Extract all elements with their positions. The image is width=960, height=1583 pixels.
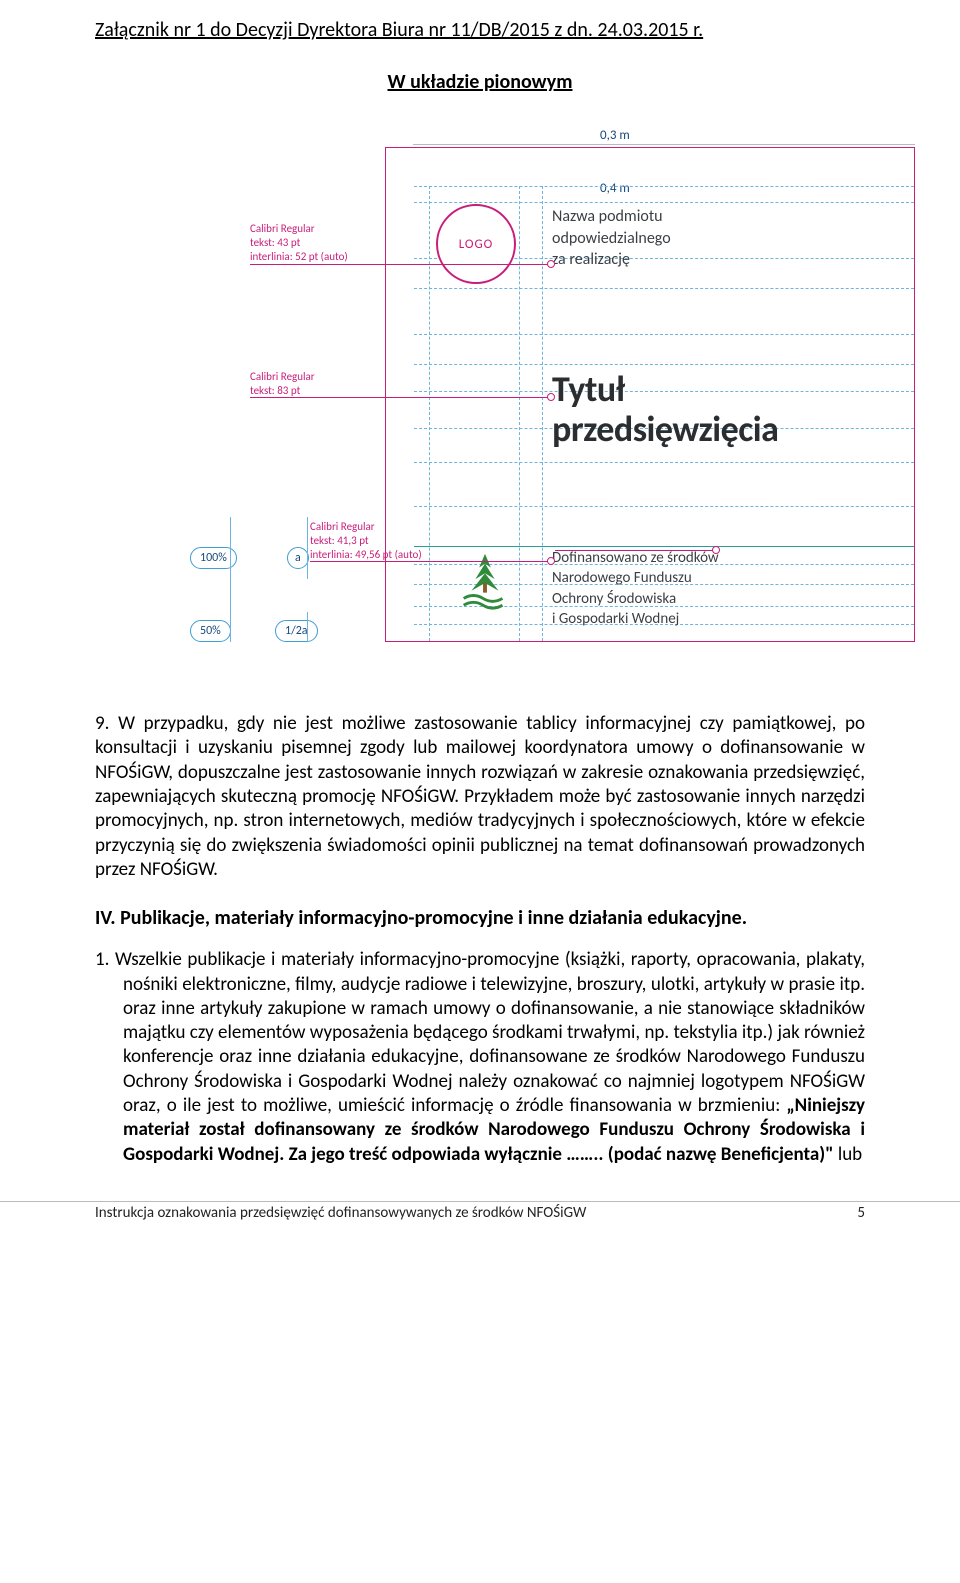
spec-diagram: 0,3 m 0,4 m: [95, 122, 865, 682]
fontspec2-l2: tekst: 83 pt: [250, 384, 315, 398]
fontspec1-l3: interlinia: 52 pt (auto): [250, 250, 348, 264]
a-bracket: [307, 517, 308, 579]
fontspec3-l3: interlinia: 49,56 pt (auto): [310, 548, 422, 562]
layout-heading: W układzie pionowym: [95, 70, 865, 94]
para9-text: W przypadku, gdy nie jest możliwe zastos…: [95, 712, 865, 881]
para1-tail: lub: [834, 1143, 863, 1166]
badge-50: 50%: [190, 620, 231, 642]
title-line1: Tytuł: [552, 367, 625, 411]
leader-ring-3b: [712, 546, 720, 554]
leader-ring-3: [547, 557, 555, 565]
fund-line2: Narodowego Funduszu: [552, 569, 692, 587]
board-grid: LOGO Nazwa podmiotu odpowiedzialnego za …: [414, 186, 914, 641]
page-number: 5: [857, 1204, 865, 1222]
page-footer: Instrukcja oznakowania przedsięwzięć dof…: [0, 1202, 960, 1222]
title-line2: przedsięwzięcia: [552, 407, 778, 451]
sign-board: LOGO Nazwa podmiotu odpowiedzialnego za …: [385, 147, 915, 642]
fontspec1-l1: Calibri Regular: [250, 222, 348, 236]
halfa-bracket: [307, 612, 308, 642]
funding-text-block: Dofinansowano ze środków Narodowego Fund…: [552, 548, 719, 629]
footer-title: Instrukcja oznakowania przedsięwzięć dof…: [95, 1204, 586, 1222]
fontspec-3: Calibri Regular tekst: 41,3 pt interlini…: [310, 520, 422, 561]
entity-line3: za realizację: [552, 250, 630, 269]
leader-2: [250, 397, 550, 398]
logo-placeholder: LOGO: [436, 204, 516, 284]
badge-a: a: [287, 547, 309, 569]
leader-ring-2: [547, 393, 555, 401]
100-bracket: [230, 517, 231, 642]
leader-3: [310, 561, 550, 562]
fund-line3: Ochrony Środowiska: [552, 590, 676, 608]
dim-top-label: 0,3 m: [600, 128, 630, 143]
fontspec-1: Calibri Regular tekst: 43 pt interlinia:…: [250, 222, 348, 263]
fontspec3-l1: Calibri Regular: [310, 520, 422, 534]
entity-line2: odpowiedzialnego: [552, 229, 671, 248]
entity-line1: Nazwa podmiotu: [552, 207, 663, 226]
dim-top-bar: [413, 144, 915, 145]
heading-iv: IV. Publikacje, materiały informacyjno-p…: [95, 906, 865, 930]
fund-logo-icon: [454, 550, 516, 612]
paragraph-9: 9. W przypadku, gdy nie jest możliwe zas…: [95, 712, 865, 882]
attachment-header: Załącznik nr 1 do Decyzji Dyrektora Biur…: [95, 18, 865, 42]
entity-name-block: Nazwa podmiotu odpowiedzialnego za reali…: [552, 206, 671, 271]
para9-number: 9.: [95, 712, 109, 735]
project-title-block: Tytuł przedsięwzięcia: [552, 369, 778, 450]
logo-label: LOGO: [459, 237, 494, 252]
para1-number: 1.: [95, 948, 109, 971]
leader-3b: [555, 550, 715, 551]
badge-half-a: 1/2a: [275, 620, 318, 642]
leader-1: [250, 264, 550, 265]
fontspec2-l1: Calibri Regular: [250, 370, 315, 384]
fund-line1: Dofinansowano ze środków: [552, 549, 719, 567]
leader-ring-1: [547, 260, 555, 268]
para1-body: Wszelkie publikacje i materiały informac…: [109, 948, 865, 1117]
fontspec1-l2: tekst: 43 pt: [250, 236, 348, 250]
fund-line4: i Gospodarki Wodnej: [552, 610, 679, 628]
paragraph-1: 1. Wszelkie publikacje i materiały infor…: [95, 948, 865, 1167]
fontspec3-l2: tekst: 41,3 pt: [310, 534, 422, 548]
fontspec-2: Calibri Regular tekst: 83 pt: [250, 370, 315, 398]
